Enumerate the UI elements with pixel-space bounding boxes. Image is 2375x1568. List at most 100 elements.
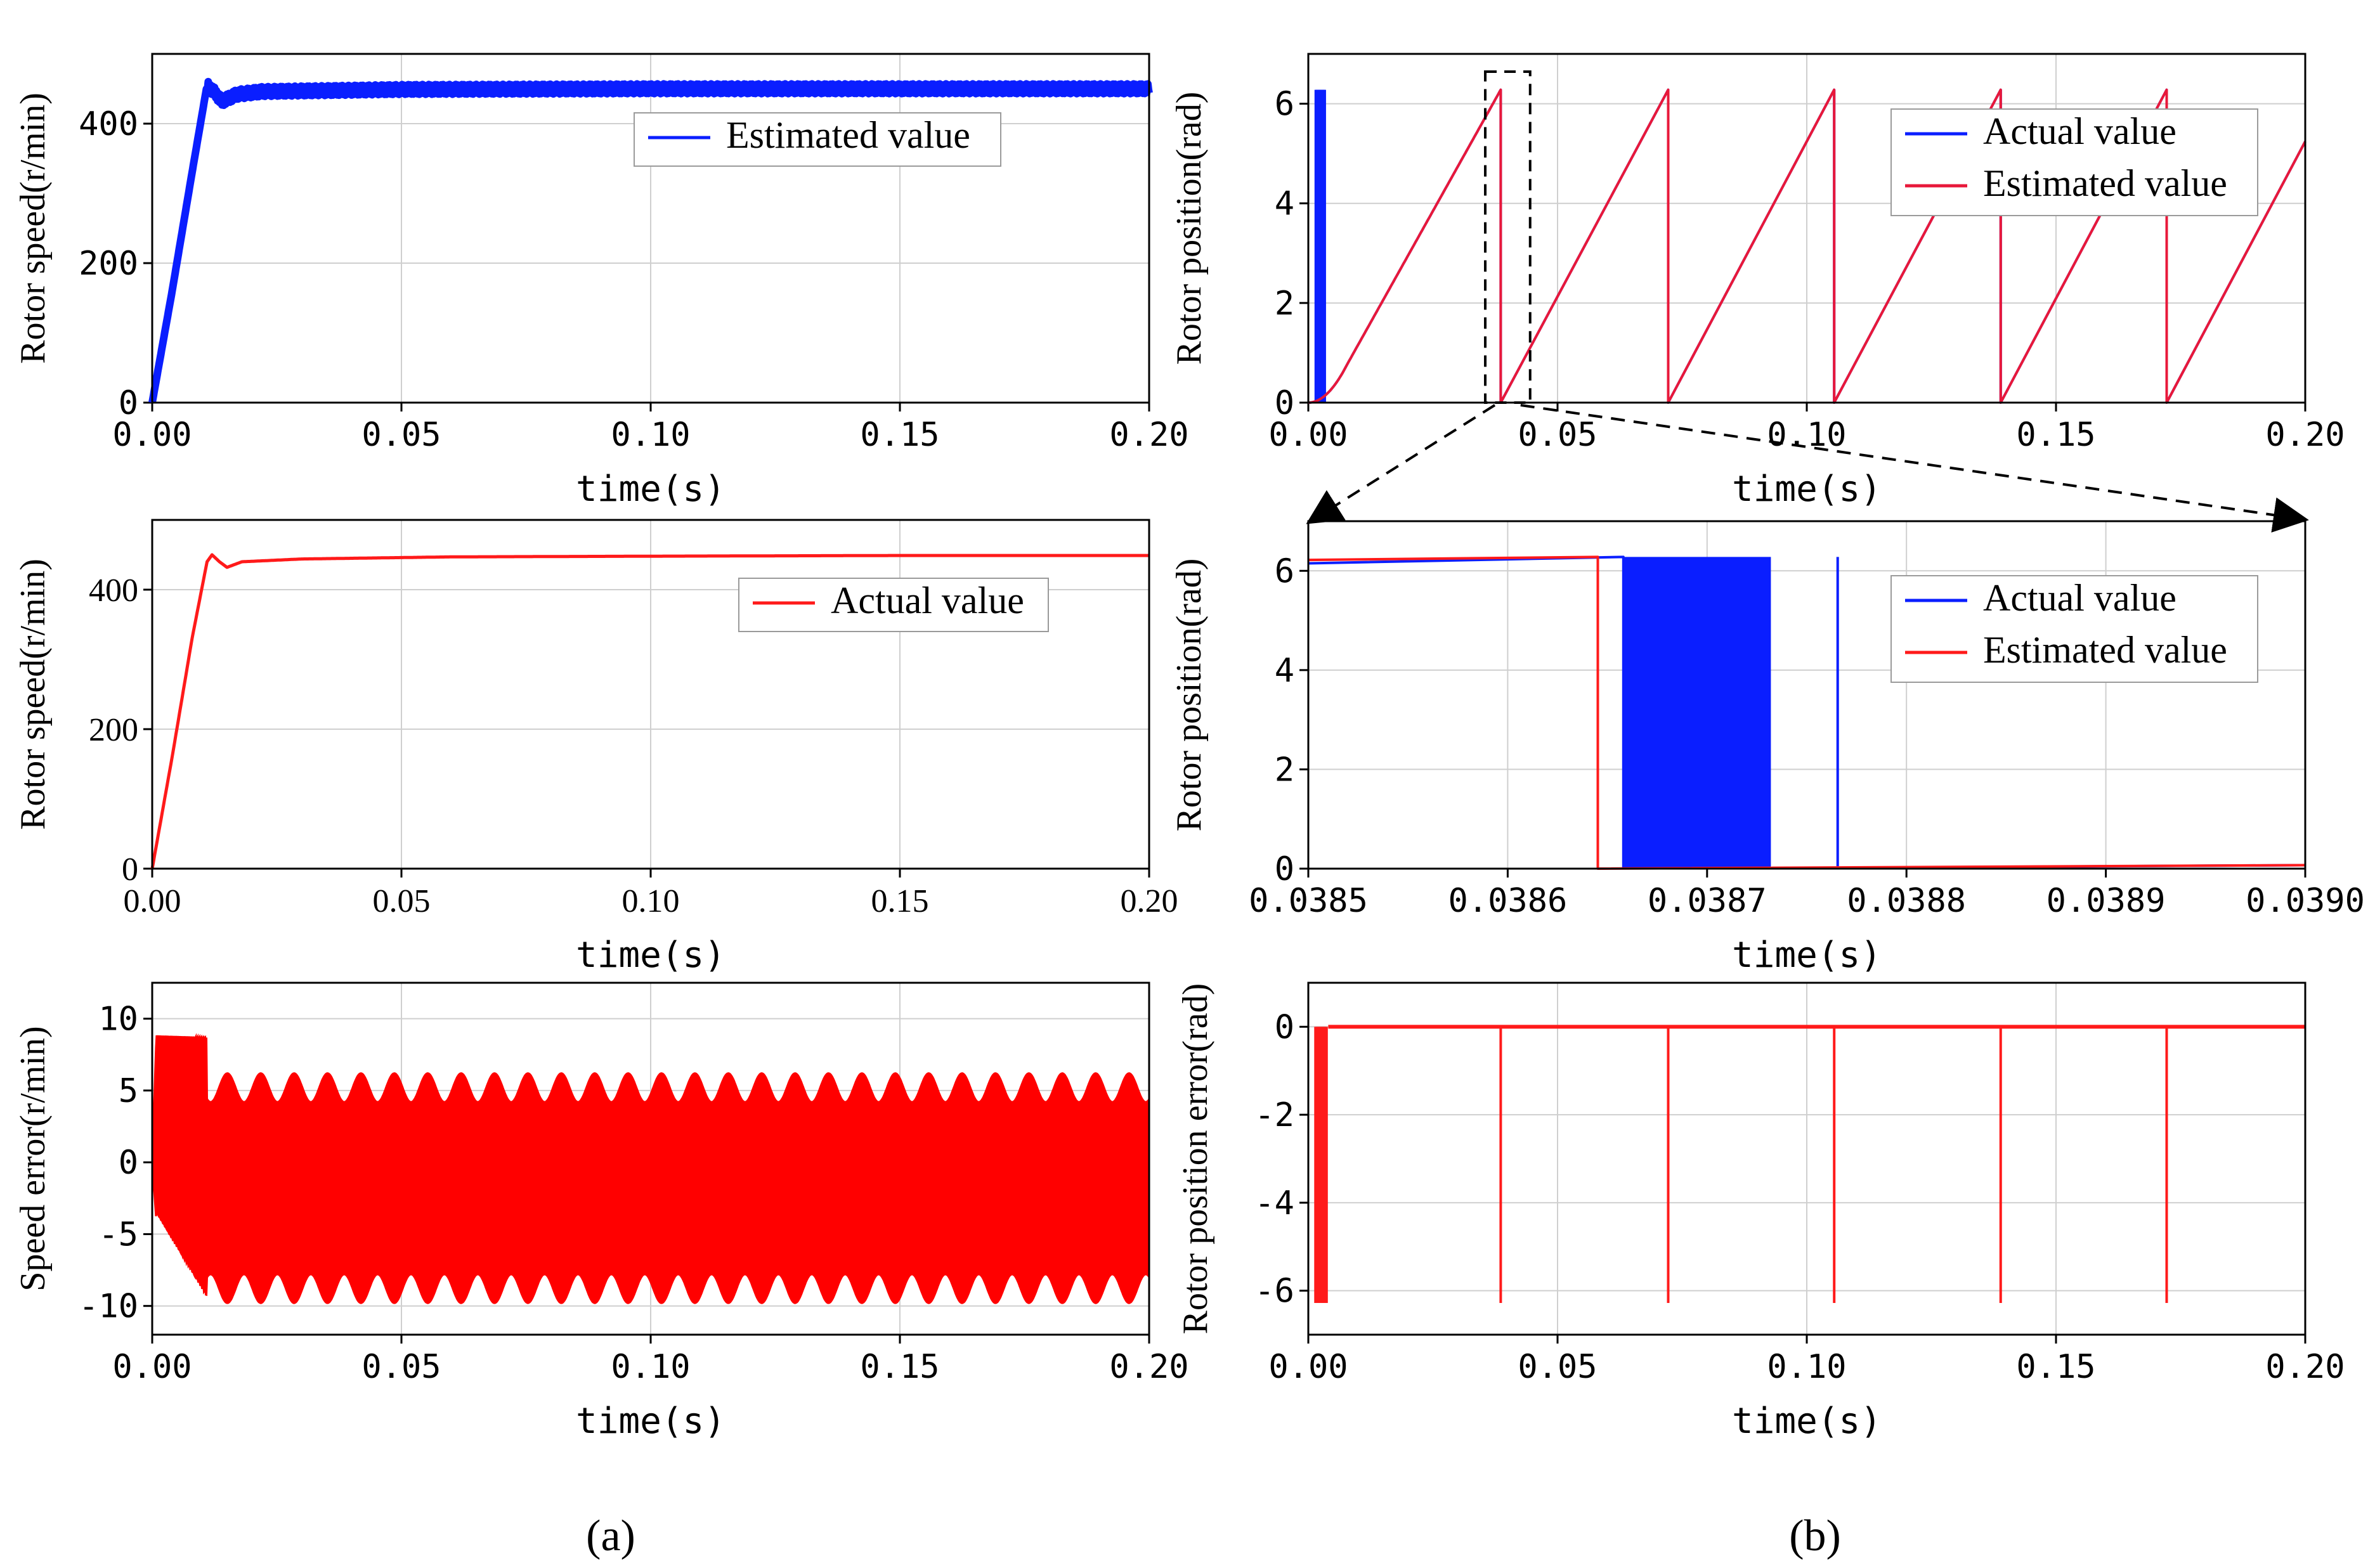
x-tick-label: 0.0387 <box>1648 882 1767 920</box>
series-dense-band-actual <box>1623 557 1771 869</box>
zoom-arrow-right <box>1520 404 2309 533</box>
x-axis-label: time(s) <box>576 935 726 976</box>
y-axis-label: Rotor speed(r/min) <box>13 93 53 364</box>
x-tick-label: 0.05 <box>361 1348 441 1386</box>
plot-border <box>151 519 1150 870</box>
series-ripple-estimated <box>150 79 1152 403</box>
y-tick-label: 0 <box>1275 850 1294 888</box>
panel-a-label: (a) <box>586 1512 635 1560</box>
plot-border <box>151 982 1150 1336</box>
x-tick-label: 0.0390 <box>2246 882 2365 920</box>
legend-box <box>738 578 1049 632</box>
y-axis-label: Rotor position(rad) <box>1169 92 1209 365</box>
x-tick-label: 0.0388 <box>1847 882 1966 920</box>
x-tick-label: 0.10 <box>1767 1348 1846 1386</box>
chart-rotor-speed-actual: 0.00 0.05 0.10 0.15 0.20 0 200 400 time(s) Rotor … <box>13 519 1178 976</box>
legend-box <box>1890 575 2258 683</box>
y-tick-label: -5 <box>98 1215 138 1254</box>
plot-border <box>1307 982 2307 1336</box>
x-axis-label: time(s) <box>576 1401 726 1442</box>
x-tick-label: 0.15 <box>2016 416 2095 454</box>
y-tick-label: 4 <box>1275 185 1294 223</box>
legend-entry-label: Actual value <box>1983 577 2177 619</box>
x-tick-label: 0.10 <box>611 1348 690 1386</box>
x-tick-label: 0.15 <box>860 1348 939 1386</box>
y-axis-label: Rotor position error(rad) <box>1176 983 1215 1335</box>
y-tick-label: 10 <box>98 1001 138 1039</box>
legend: Actual value Estimated value <box>1890 575 2258 683</box>
x-axis-label: time(s) <box>1732 935 1882 976</box>
x-tick-label: 0.05 <box>361 416 441 454</box>
x-tick-label: 0.0386 <box>1448 882 1567 920</box>
y-axis-label: Speed error(r/min) <box>13 1026 53 1291</box>
plot-border <box>1307 520 2307 870</box>
x-tick-label: 0.00 <box>112 416 192 454</box>
x-tick-label: 0.05 <box>1518 416 1597 454</box>
chart-rotor-position-error: 0.00 0.05 0.10 0.15 0.20 -6 -4 -2 0 time(s) Rotor … <box>1176 982 2345 1442</box>
x-tick-label: 0.00 <box>124 883 181 919</box>
y-tick-label: 0 <box>119 384 138 422</box>
y-tick-label: 2 <box>1275 285 1294 323</box>
x-tick-label: 0.0385 <box>1249 882 1368 920</box>
chart-rotor-position: 0.00 0.05 0.10 0.15 0.20 0 2 4 6 time(s) Rotor pos… <box>1169 53 2345 510</box>
y-axis-label: Rotor speed(r/min) <box>13 559 53 830</box>
panel-b-label: (b) <box>1789 1512 1841 1560</box>
x-tick-label: 0.05 <box>373 883 431 919</box>
x-tick-label: 0.00 <box>112 1348 192 1386</box>
x-tick-label: 0.10 <box>611 416 690 454</box>
x-tick-label: 0.10 <box>622 883 680 919</box>
series-line-estimated <box>1308 88 2307 404</box>
y-tick-label: -4 <box>1254 1184 1294 1222</box>
y-tick-label: 0 <box>119 1144 138 1182</box>
plot-border <box>1307 53 2307 404</box>
legend-box <box>1890 108 2258 216</box>
y-tick-label: -2 <box>1254 1096 1294 1134</box>
x-axis-label: time(s) <box>1732 469 1882 510</box>
y-tick-label: 5 <box>119 1072 138 1110</box>
legend-entry-label: Estimated value <box>1983 162 2227 204</box>
x-tick-label: 0.20 <box>2265 1348 2345 1386</box>
y-tick-label: 6 <box>1275 552 1294 590</box>
legend: Estimated value <box>634 112 1001 167</box>
y-axis-label: Rotor position(rad) <box>1169 559 1209 832</box>
legend: Actual value Estimated value <box>1890 108 2258 216</box>
plot-border <box>151 53 1150 404</box>
y-tick-label: 6 <box>1275 86 1294 124</box>
y-tick-label: 400 <box>79 105 138 143</box>
y-tick-label: 4 <box>1275 652 1294 690</box>
x-tick-label: 0.15 <box>871 883 929 919</box>
chart-speed-error: 0.00 0.05 0.10 0.15 0.20 -10 -5 0 5 10 time(s) Spee… <box>13 982 1189 1442</box>
x-tick-label: 0.15 <box>860 416 939 454</box>
zoom-window-box <box>1484 70 1532 404</box>
chart-rotor-position-zoom: 0.0385 0.0386 0.0387 0.0388 0.0389 0.0390 0 2 4 6… <box>1169 520 2365 976</box>
chart-rotor-speed-estimated: 0.00 0.05 0.10 0.15 0.20 0 200 400 time(s) Rotor … <box>13 53 1189 510</box>
x-tick-label: 0.20 <box>1109 1348 1188 1386</box>
x-tick-label: 0.10 <box>1767 416 1846 454</box>
y-tick-label: 2 <box>1275 751 1294 789</box>
x-tick-label: 0.20 <box>1121 883 1178 919</box>
zoom-arrow-left <box>1306 404 1496 524</box>
legend-entry-label: Actual value <box>1983 110 2177 152</box>
x-tick-label: 0.00 <box>1268 1348 1348 1386</box>
legend-entry-label: Actual value <box>831 580 1024 621</box>
x-tick-label: 0.05 <box>1518 1348 1597 1386</box>
legend: Actual value <box>738 578 1049 632</box>
y-tick-label: 400 <box>89 573 138 609</box>
x-axis-label: time(s) <box>576 469 726 510</box>
zoom-connector <box>1306 404 2309 533</box>
y-tick-label: 0 <box>1275 384 1294 422</box>
y-tick-label: 200 <box>89 712 138 748</box>
y-tick-label: -6 <box>1254 1273 1294 1311</box>
x-tick-label: 0.20 <box>1109 416 1188 454</box>
x-tick-label: 0.00 <box>1268 416 1348 454</box>
legend-box <box>634 112 1001 167</box>
x-tick-label: 0.0389 <box>2046 882 2166 920</box>
legend-entry-label: Estimated value <box>1983 629 2227 671</box>
y-tick-label: 200 <box>79 245 138 283</box>
y-tick-label: -10 <box>79 1288 138 1326</box>
legend-entry-label: Estimated value <box>726 114 970 156</box>
series-line-estimated <box>1308 555 2306 870</box>
x-axis-label: time(s) <box>1732 1401 1882 1442</box>
series-line-actual <box>150 553 1150 869</box>
